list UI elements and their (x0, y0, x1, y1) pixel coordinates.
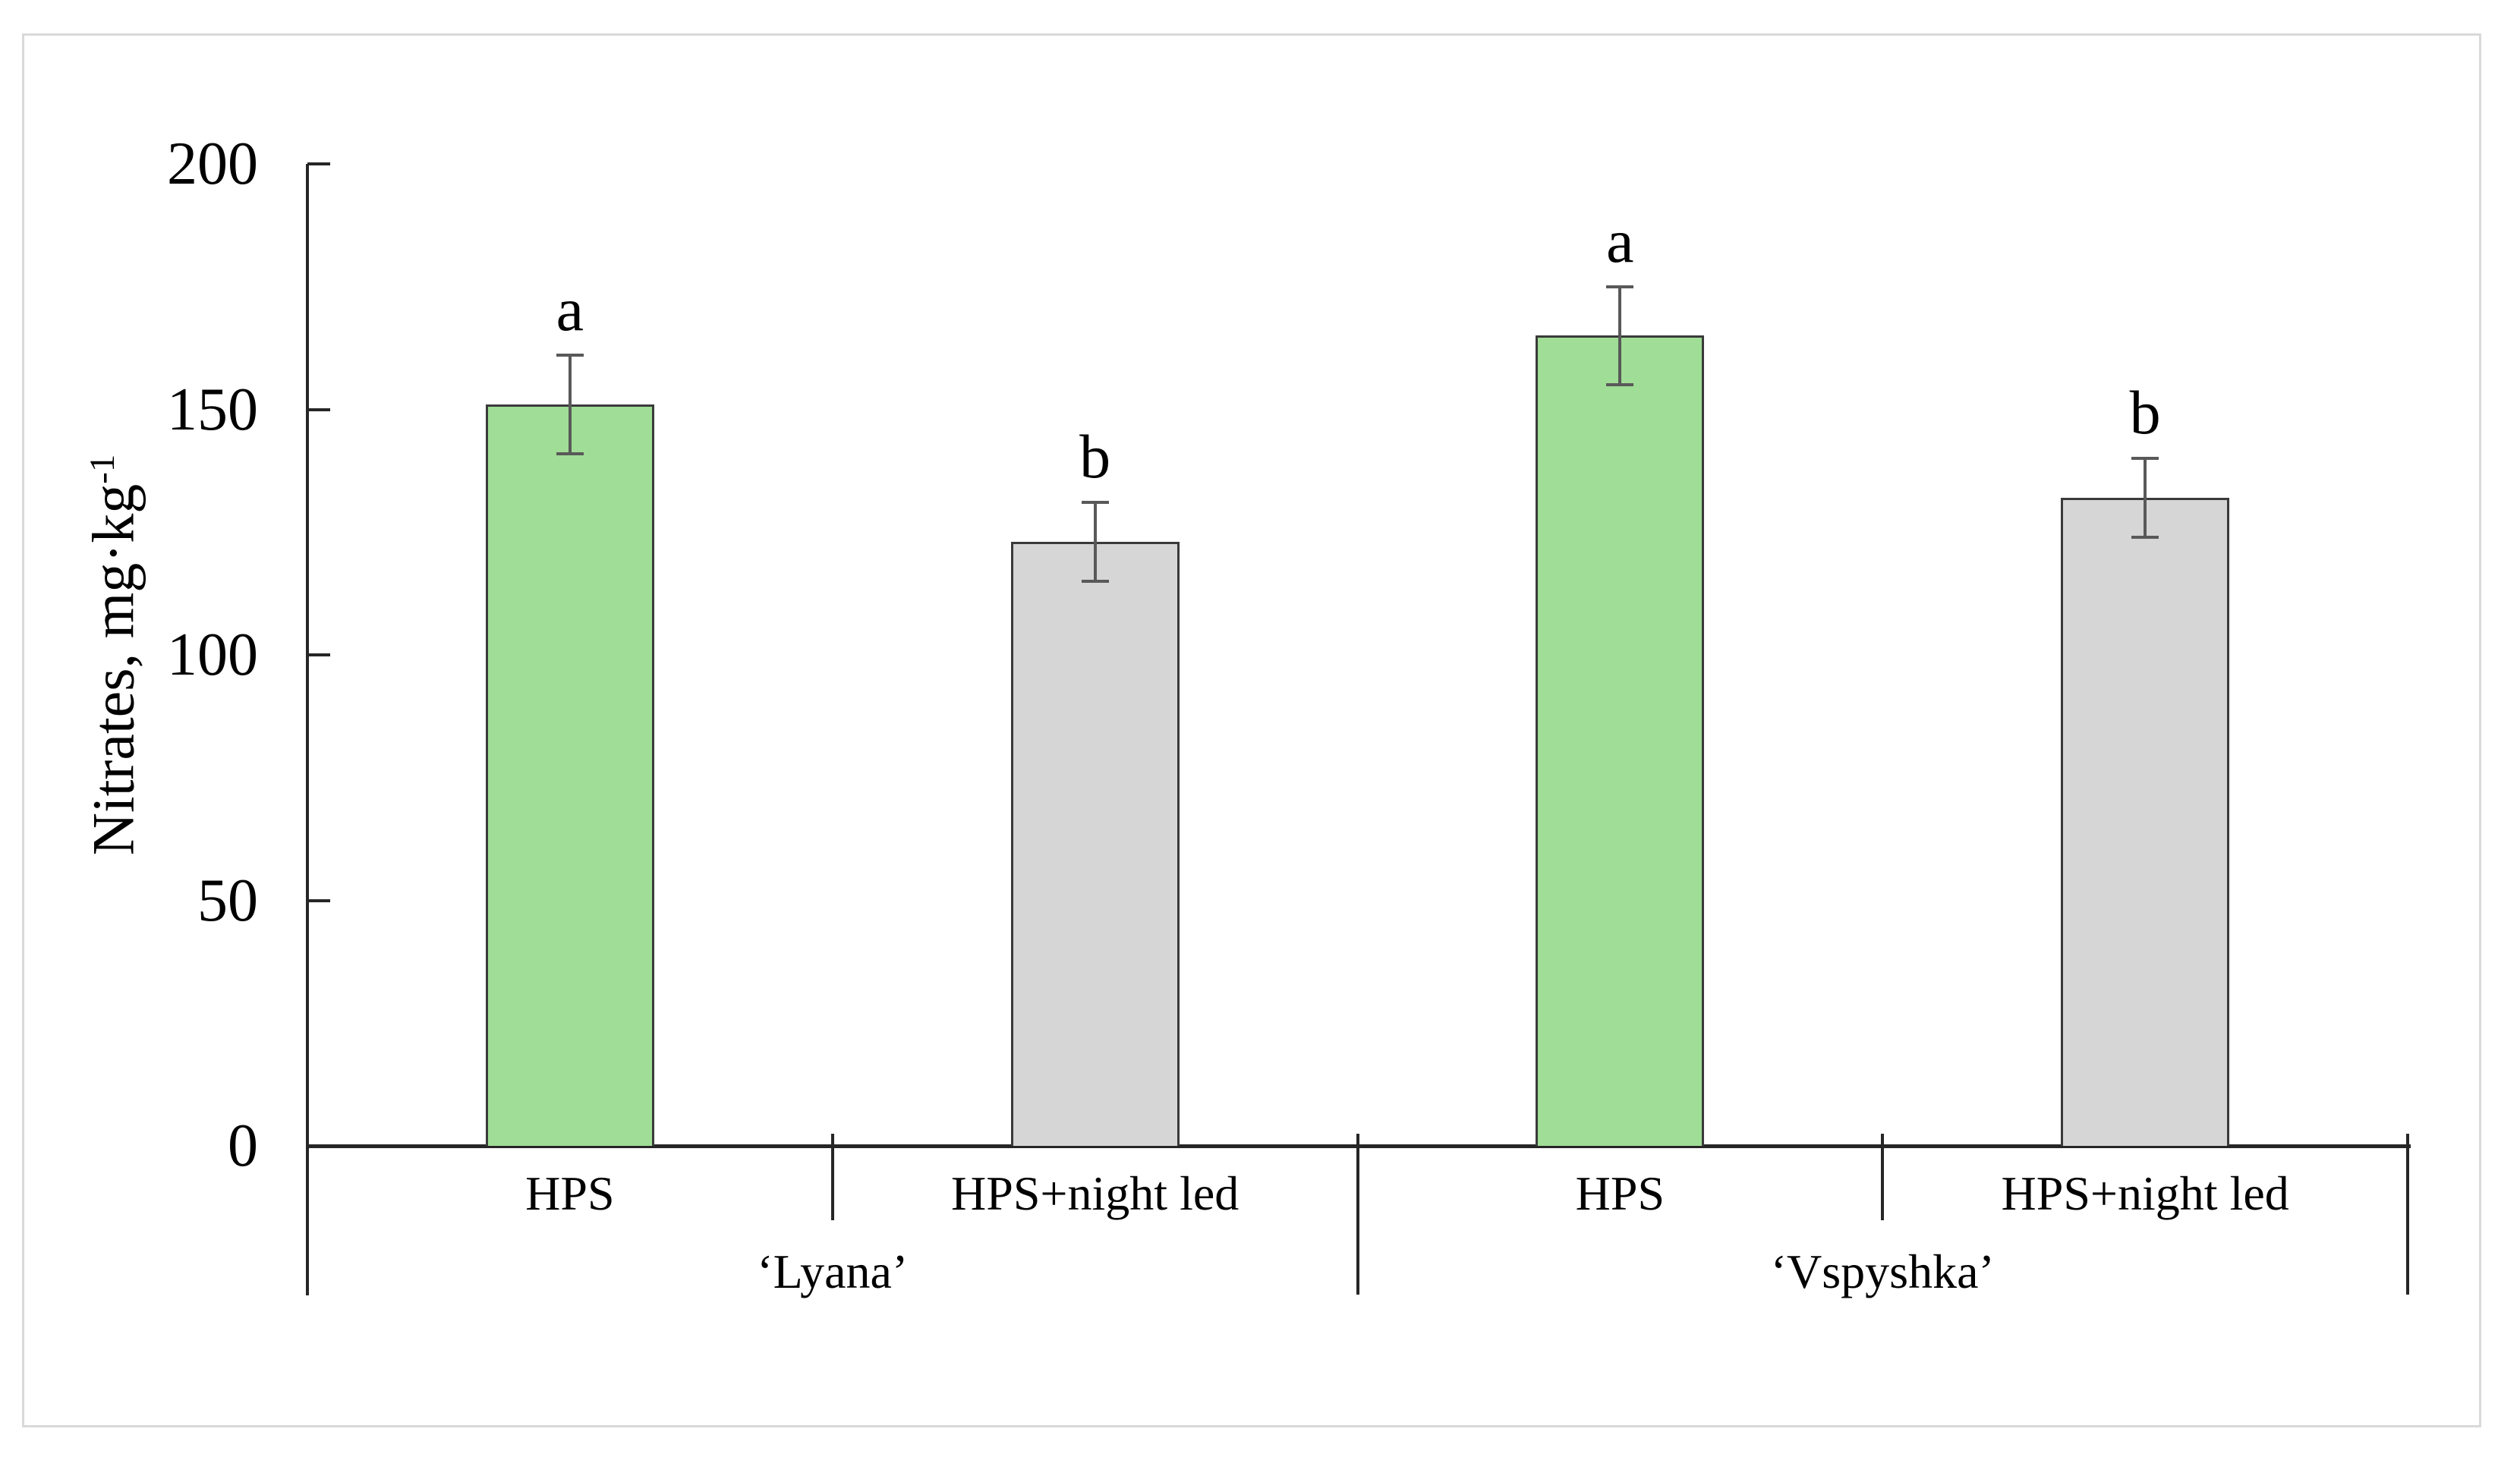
y-tick-mark (307, 653, 330, 656)
cultivar-separator-line (1356, 1134, 1359, 1295)
y-tick-mark (307, 1144, 330, 1147)
error-bar-top-cap (556, 354, 584, 357)
bar-Lyana-HPS (485, 404, 654, 1146)
x-category-cultivar-label: ‘Lyana’ (757, 1245, 909, 1298)
error-bar-top-cap (1081, 501, 1109, 505)
significance-letter: b (1079, 422, 1111, 492)
error-bar-line (2144, 458, 2147, 537)
x-category-treatment-label: HPS+night led (2001, 1166, 2289, 1220)
y-tick-mark (307, 162, 330, 165)
bar-Lyana-HPS-night-led (1010, 542, 1180, 1146)
error-bar-top-cap (1606, 285, 1634, 288)
error-bar-bottom-cap (1081, 579, 1109, 583)
error-bar-bottom-cap (2131, 535, 2159, 539)
y-tick-mark (307, 898, 330, 902)
y-tick-mark (307, 408, 330, 411)
y-tick-label: 50 (197, 867, 258, 934)
x-category-treatment-label: HPS (525, 1166, 615, 1220)
error-bar-top-cap (2131, 457, 2159, 461)
y-tick-label: 200 (167, 131, 258, 197)
cultivar-separator-line (2406, 1134, 2409, 1295)
significance-letter: b (2129, 378, 2161, 448)
bar-Vspyshka-HPS (1536, 335, 1705, 1146)
x-category-cultivar-label: ‘Vspyshka’ (1770, 1245, 1995, 1298)
error-bar-bottom-cap (1606, 383, 1634, 387)
y-tick-label: 100 (167, 622, 258, 688)
significance-letter: a (556, 275, 584, 345)
x-category-treatment-label: HPS (1575, 1166, 1665, 1220)
y-axis-line (306, 164, 309, 1295)
treatment-separator-tick (1881, 1134, 1885, 1220)
error-bar-bottom-cap (556, 452, 584, 455)
error-bar-line (1618, 286, 1622, 385)
error-bar-line (1093, 502, 1097, 581)
x-category-treatment-label: HPS+night led (951, 1166, 1240, 1220)
error-bar-line (568, 355, 572, 454)
y-tick-label: 150 (167, 376, 258, 443)
bar-Vspyshka-HPS-night-led (2061, 497, 2230, 1146)
y-axis-title-superscript: -1 (83, 454, 122, 484)
y-tick-label: 0 (228, 1112, 258, 1179)
significance-letter: a (1606, 206, 1634, 275)
x-axis-line (307, 1144, 2411, 1148)
treatment-separator-tick (830, 1134, 834, 1220)
